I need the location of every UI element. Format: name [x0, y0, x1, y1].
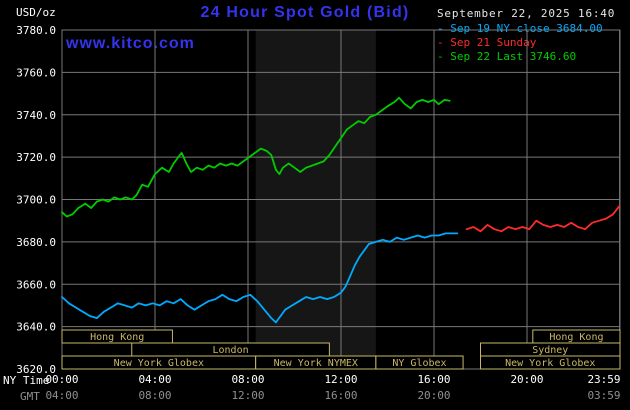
session-label: New York NYMEX: [274, 358, 358, 369]
y-tick-label: 3660.0: [16, 278, 56, 291]
legend-line-marker: -: [437, 22, 444, 35]
legend-item: - Sep 21 Sunday: [437, 36, 603, 50]
y-axis-units-label: USD/oz: [16, 6, 56, 19]
legend-line-marker: -: [437, 50, 444, 63]
y-tick-label: 3700.0: [16, 194, 56, 207]
ny-time-axis-label: NY Time: [3, 374, 50, 387]
x-tick-label-gmt: 12:00: [231, 389, 264, 402]
legend-item: - Sep 19 NY close 3684.00: [437, 22, 603, 36]
y-tick-label: 3720.0: [16, 151, 56, 164]
legend-label: Sep 19 NY close 3684.00: [443, 22, 603, 35]
x-tick-label-gmt: 20:00: [417, 389, 450, 402]
session-label: New York Globex: [505, 358, 595, 369]
x-tick-label-ny: 08:00: [231, 373, 264, 386]
x-tick-label-ny: 04:00: [138, 373, 171, 386]
legend-line-marker: -: [437, 36, 444, 49]
y-tick-label: 3780.0: [16, 24, 56, 37]
gmt-axis-label: GMT: [20, 390, 40, 403]
y-tick-label: 3640.0: [16, 321, 56, 334]
series-line-sep-21-sunday: [465, 204, 621, 233]
x-tick-label-gmt: 08:00: [138, 389, 171, 402]
session-label: Sydney: [532, 345, 568, 356]
y-tick-label: 3680.0: [16, 236, 56, 249]
y-tick-label: 3740.0: [16, 109, 56, 122]
chart-legend: - Sep 19 NY close 3684.00- Sep 21 Sunday…: [437, 22, 603, 64]
session-label: Hong Kong: [90, 332, 144, 343]
y-tick-label: 3620.0: [16, 363, 56, 376]
session-label: Hong Kong: [549, 332, 603, 343]
session-label: New York Globex: [114, 358, 204, 369]
x-tick-label-ny: 16:00: [417, 373, 450, 386]
x-tick-label-ny: 00:00: [45, 373, 78, 386]
page-title: 24 Hour Spot Gold (Bid): [200, 4, 410, 21]
x-tick-label-gmt: 03:59: [587, 389, 620, 402]
legend-label: Sep 21 Sunday: [443, 36, 537, 49]
series-line-sep-22-last: [61, 96, 451, 218]
x-tick-label-gmt: 16:00: [324, 389, 357, 402]
legend-item: - Sep 22 Last 3746.60: [437, 50, 603, 64]
session-label: NY Globex: [392, 358, 446, 369]
chart-datetime: September 22, 2025 16:40: [437, 7, 616, 20]
x-tick-label-ny: 20:00: [510, 373, 543, 386]
kitco-watermark-link[interactable]: www.kitco.com: [66, 35, 195, 52]
y-tick-label: 3760.0: [16, 66, 56, 79]
session-box: [480, 355, 621, 370]
session-box: [61, 329, 173, 344]
x-tick-label-ny: 12:00: [324, 373, 357, 386]
x-tick-label-gmt: 04:00: [45, 389, 78, 402]
legend-label: Sep 22 Last 3746.60: [443, 50, 577, 63]
series-line-sep-19-ny-close: [61, 232, 459, 324]
x-tick-label-ny: 23:59: [587, 373, 620, 386]
session-box: [375, 355, 464, 370]
session-label: London: [213, 345, 249, 356]
